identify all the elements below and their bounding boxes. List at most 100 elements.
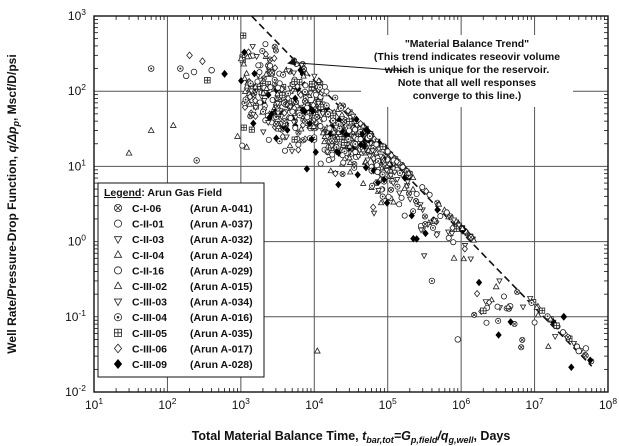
data-point bbox=[344, 107, 352, 115]
data-point bbox=[369, 148, 376, 155]
data-point bbox=[374, 178, 382, 187]
x-tick-label: 108 bbox=[599, 396, 617, 412]
data-point bbox=[317, 103, 324, 110]
data-point bbox=[380, 175, 388, 184]
legend: Legend: Arun Gas Field C-I-06 (Arun A-041)… bbox=[97, 182, 265, 378]
x-tick-label: 101 bbox=[85, 396, 103, 412]
data-point bbox=[301, 88, 308, 95]
data-point bbox=[394, 183, 401, 190]
data-point bbox=[244, 53, 251, 60]
data-point bbox=[287, 104, 294, 111]
legend-marker bbox=[113, 343, 123, 354]
data-point bbox=[500, 293, 507, 300]
legend-marker bbox=[113, 359, 123, 369]
data-point bbox=[547, 315, 554, 322]
legend-name-label: (Arun A-037) bbox=[190, 219, 253, 231]
data-point bbox=[281, 109, 288, 117]
data-point bbox=[237, 55, 245, 62]
legend-well-label: C-III-03 bbox=[132, 297, 167, 309]
data-point bbox=[460, 255, 468, 262]
data-point bbox=[301, 98, 308, 105]
legend-box bbox=[97, 182, 265, 378]
data-point bbox=[327, 167, 335, 174]
data-point bbox=[265, 136, 272, 143]
data-point bbox=[582, 345, 590, 352]
data-point bbox=[467, 234, 474, 241]
data-point bbox=[507, 318, 514, 326]
data-point bbox=[401, 174, 408, 182]
data-point bbox=[316, 84, 323, 91]
data-point bbox=[288, 148, 296, 155]
data-point bbox=[280, 71, 287, 78]
data-point bbox=[377, 153, 385, 160]
data-point bbox=[553, 322, 560, 329]
data-point bbox=[289, 108, 296, 115]
data-point bbox=[419, 184, 426, 191]
data-point bbox=[413, 191, 420, 198]
data-point bbox=[319, 111, 326, 118]
data-point bbox=[275, 84, 282, 91]
data-point bbox=[437, 213, 444, 220]
annotation-line: "Material Balance Trend" bbox=[405, 38, 529, 50]
data-point bbox=[274, 101, 281, 107]
data-point bbox=[310, 122, 318, 129]
data-point bbox=[385, 193, 392, 200]
data-point bbox=[262, 50, 270, 58]
data-point bbox=[575, 347, 582, 355]
data-point bbox=[359, 122, 367, 129]
annotation-background bbox=[361, 35, 573, 107]
data-point bbox=[309, 107, 316, 116]
data-point bbox=[406, 196, 414, 203]
plot-border bbox=[93, 15, 609, 393]
data-point bbox=[247, 80, 254, 87]
y-tick-label: 103 bbox=[68, 7, 86, 23]
data-point bbox=[357, 140, 365, 149]
data-point bbox=[518, 344, 525, 351]
data-point bbox=[387, 173, 395, 179]
data-point bbox=[373, 141, 380, 148]
data-point bbox=[285, 68, 292, 75]
data-point bbox=[177, 65, 184, 72]
data-point bbox=[306, 119, 313, 128]
data-point bbox=[243, 143, 251, 150]
data-point bbox=[323, 88, 330, 95]
data-point bbox=[531, 319, 538, 326]
data-point bbox=[422, 221, 429, 228]
legend-marker bbox=[114, 313, 123, 322]
data-point bbox=[568, 363, 575, 371]
data-point bbox=[386, 160, 393, 167]
data-point bbox=[534, 311, 542, 318]
data-point bbox=[332, 94, 339, 101]
data-point bbox=[260, 108, 267, 115]
data-point bbox=[399, 164, 406, 171]
data-point bbox=[329, 117, 336, 124]
data-point bbox=[309, 80, 316, 87]
legend-well-label: C-III-02 bbox=[132, 281, 167, 293]
data-point bbox=[313, 114, 320, 121]
data-point bbox=[473, 289, 481, 298]
data-point bbox=[423, 187, 430, 195]
data-point bbox=[346, 154, 353, 161]
data-point bbox=[239, 142, 246, 149]
data-point bbox=[300, 106, 307, 114]
data-point bbox=[294, 82, 301, 91]
data-point bbox=[398, 194, 405, 201]
data-point bbox=[274, 90, 281, 97]
y-axis-ticks: 10-2 10-1 100 101 102 103 bbox=[65, 7, 86, 399]
data-point bbox=[274, 110, 282, 117]
legend-well-label: C-III-05 bbox=[132, 328, 167, 340]
annotation-arrow bbox=[291, 61, 408, 72]
data-point bbox=[190, 68, 198, 76]
data-point bbox=[383, 168, 390, 174]
data-point bbox=[252, 105, 259, 112]
data-point bbox=[321, 138, 328, 145]
data-point bbox=[443, 209, 450, 216]
data-point bbox=[405, 190, 412, 197]
data-point bbox=[287, 115, 294, 122]
legend-marker bbox=[114, 203, 123, 212]
data-point bbox=[307, 90, 314, 97]
data-point bbox=[390, 180, 397, 187]
data-point bbox=[421, 213, 428, 220]
x-tick-label: 102 bbox=[158, 396, 176, 412]
data-point bbox=[299, 137, 306, 144]
